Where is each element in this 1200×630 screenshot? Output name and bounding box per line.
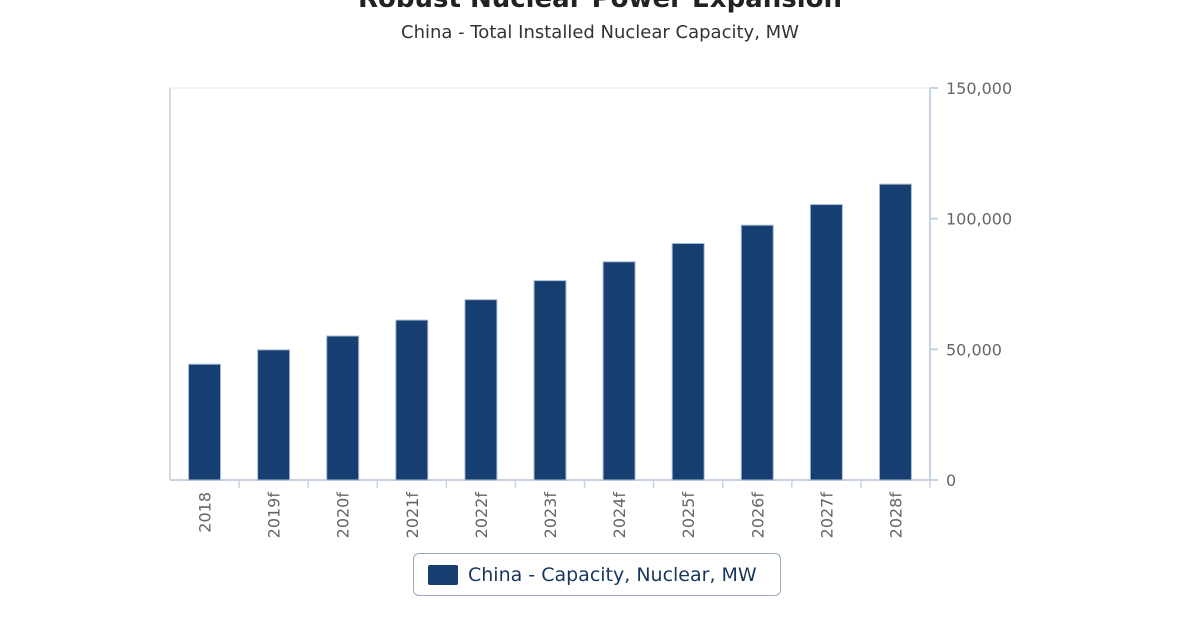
x-tick-label: 2019f bbox=[265, 492, 284, 539]
x-tick-label: 2020f bbox=[334, 492, 353, 539]
x-tick-label: 2028f bbox=[886, 492, 905, 539]
bar-2028f bbox=[878, 183, 912, 481]
x-tick-label: 2021f bbox=[403, 492, 422, 539]
bar-2022f bbox=[464, 299, 498, 481]
bar-2023f bbox=[533, 280, 567, 481]
legend-label: China - Capacity, Nuclear, MW bbox=[468, 563, 757, 586]
y-tick-label: 0 bbox=[946, 471, 956, 490]
x-tick-label: 2022f bbox=[472, 492, 491, 539]
bar-2019f bbox=[257, 349, 291, 481]
x-tick-label: 2024f bbox=[610, 492, 629, 539]
legend[interactable]: China - Capacity, Nuclear, MW bbox=[413, 553, 781, 596]
bar-2026f bbox=[740, 224, 774, 481]
bar-2018 bbox=[188, 363, 222, 481]
bar-2021f bbox=[395, 319, 429, 481]
x-tick-label: 2027f bbox=[817, 492, 836, 539]
bar-2025f bbox=[671, 242, 705, 481]
chart-subtitle: China - Total Installed Nuclear Capacity… bbox=[401, 22, 799, 43]
legend-swatch bbox=[428, 564, 458, 585]
y-tick-label: 100,000 bbox=[946, 210, 1012, 229]
x-tick-label: 2025f bbox=[679, 492, 698, 539]
y-tick-label: 150,000 bbox=[946, 79, 1012, 98]
y-tick-label: 50,000 bbox=[946, 340, 1002, 359]
bar-2024f bbox=[602, 261, 636, 481]
x-tick-label: 2018 bbox=[196, 492, 215, 533]
bar-2027f bbox=[809, 204, 843, 481]
bar-2020f bbox=[326, 335, 360, 481]
x-tick-label: 2023f bbox=[541, 492, 560, 539]
chart-title: Robust Nuclear Power Expansion bbox=[0, 0, 1200, 14]
x-tick-label: 2026f bbox=[748, 492, 767, 539]
